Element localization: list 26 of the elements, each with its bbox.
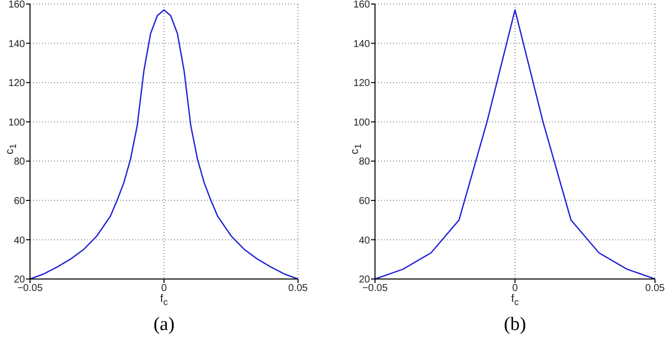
y-tick-label: 40 xyxy=(358,235,370,246)
y-tick-label: 140 xyxy=(353,38,370,50)
y-tick-label: 80 xyxy=(358,156,370,168)
text: (b) xyxy=(502,314,528,336)
x-tick-label: −0.05 xyxy=(362,283,388,294)
y-tick-label: 160 xyxy=(8,0,26,11)
x-axis-title: f$_{c}$ xyxy=(159,293,169,308)
y-tick-label: 40 xyxy=(14,235,26,246)
y-tick-label: 100 xyxy=(8,117,26,128)
y-tick-label: 60 xyxy=(14,196,26,207)
x-tick-label: 0 xyxy=(161,283,168,294)
x-tick-label: 0 xyxy=(512,283,518,294)
y-tick-label: 80 xyxy=(14,156,26,168)
y-tick-label: 140 xyxy=(8,38,26,50)
text: (a) xyxy=(152,314,176,336)
y-tick-label: 120 xyxy=(8,78,26,90)
y-tick-label: 160 xyxy=(353,0,370,11)
x-tick-label: 0.05 xyxy=(288,283,308,294)
y-tick-label: 60 xyxy=(358,196,370,207)
y-tick-label: 20 xyxy=(358,274,370,286)
x-tick-label: −0.05 xyxy=(17,283,44,294)
y-tick-label: 20 xyxy=(14,274,26,286)
y-tick-label: 120 xyxy=(353,78,370,90)
y-tick-label: 100 xyxy=(353,117,370,128)
x-tick-label: 0.05 xyxy=(645,283,666,294)
x-axis-title: f$_{c}$ xyxy=(510,293,520,308)
